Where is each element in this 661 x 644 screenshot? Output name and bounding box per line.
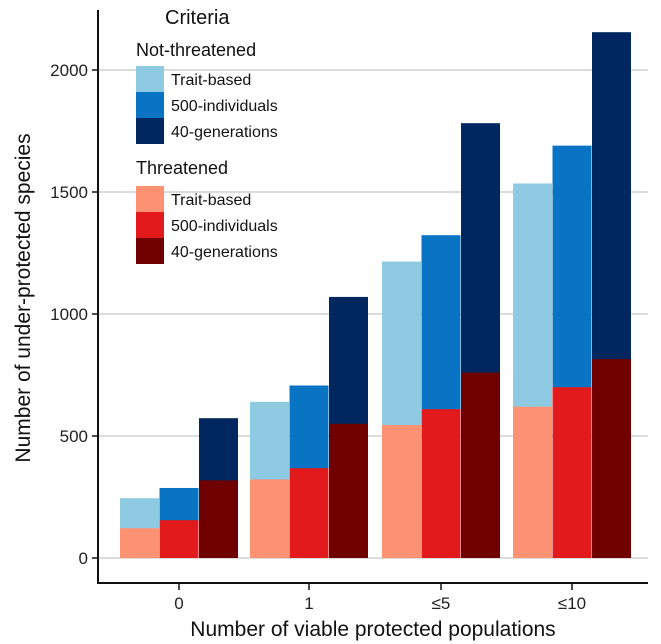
bar-threatened [289, 468, 329, 558]
legend-swatch [136, 212, 164, 238]
x-tick-label: ≤10 [558, 594, 586, 613]
legend-group-not-threatened: Not-threatened [136, 40, 256, 60]
legend-swatch [136, 118, 164, 144]
legend-label: Trait-based [171, 72, 251, 89]
bar-threatened [421, 409, 461, 558]
legend-label: 40-generations [171, 124, 278, 141]
bar-threatened [159, 520, 199, 558]
bar-threatened [552, 387, 592, 558]
y-tick-label: 500 [60, 427, 88, 446]
legend-group-threatened: Threatened [136, 158, 228, 178]
bar-threatened [592, 359, 631, 558]
bars [120, 32, 631, 559]
legend-swatch [136, 66, 164, 92]
y-axis-title: Number of under-protected species [12, 133, 35, 462]
x-axis-title: Number of viable protected populations [190, 618, 555, 641]
bar-threatened [329, 423, 368, 558]
bar-threatened [382, 425, 421, 558]
legend-label: 40-generations [171, 244, 278, 261]
y-tick-label: 1500 [50, 183, 88, 202]
bar-threatened [199, 480, 238, 558]
legend: Criteria Not-threatened Threatened Trait… [136, 7, 278, 264]
legend-entries: Trait-based 500-individuals 40-generations… [136, 66, 278, 264]
axes [97, 10, 648, 584]
x-tick-label: 0 [174, 594, 183, 613]
bar-threatened [461, 372, 500, 558]
legend-title: Criteria [165, 7, 230, 29]
bar-threatened [250, 479, 289, 558]
bar-threatened [120, 528, 159, 558]
y-ticks: 0 500 1000 1500 2000 [50, 61, 98, 568]
x-tick-label: 1 [304, 594, 313, 613]
y-tick-label: 0 [79, 549, 88, 568]
legend-label: 500-individuals [171, 98, 278, 115]
y-tick-label: 1000 [50, 305, 88, 324]
x-ticks: 0 1 ≤5 ≤10 [174, 583, 586, 613]
legend-swatch [136, 186, 164, 212]
x-tick-label: ≤5 [432, 594, 451, 613]
legend-swatch [136, 92, 164, 118]
legend-label: Trait-based [171, 192, 251, 209]
bar-threatened [513, 406, 552, 558]
legend-label: 500-individuals [171, 218, 278, 235]
y-tick-label: 2000 [50, 61, 88, 80]
legend-swatch [136, 238, 164, 264]
